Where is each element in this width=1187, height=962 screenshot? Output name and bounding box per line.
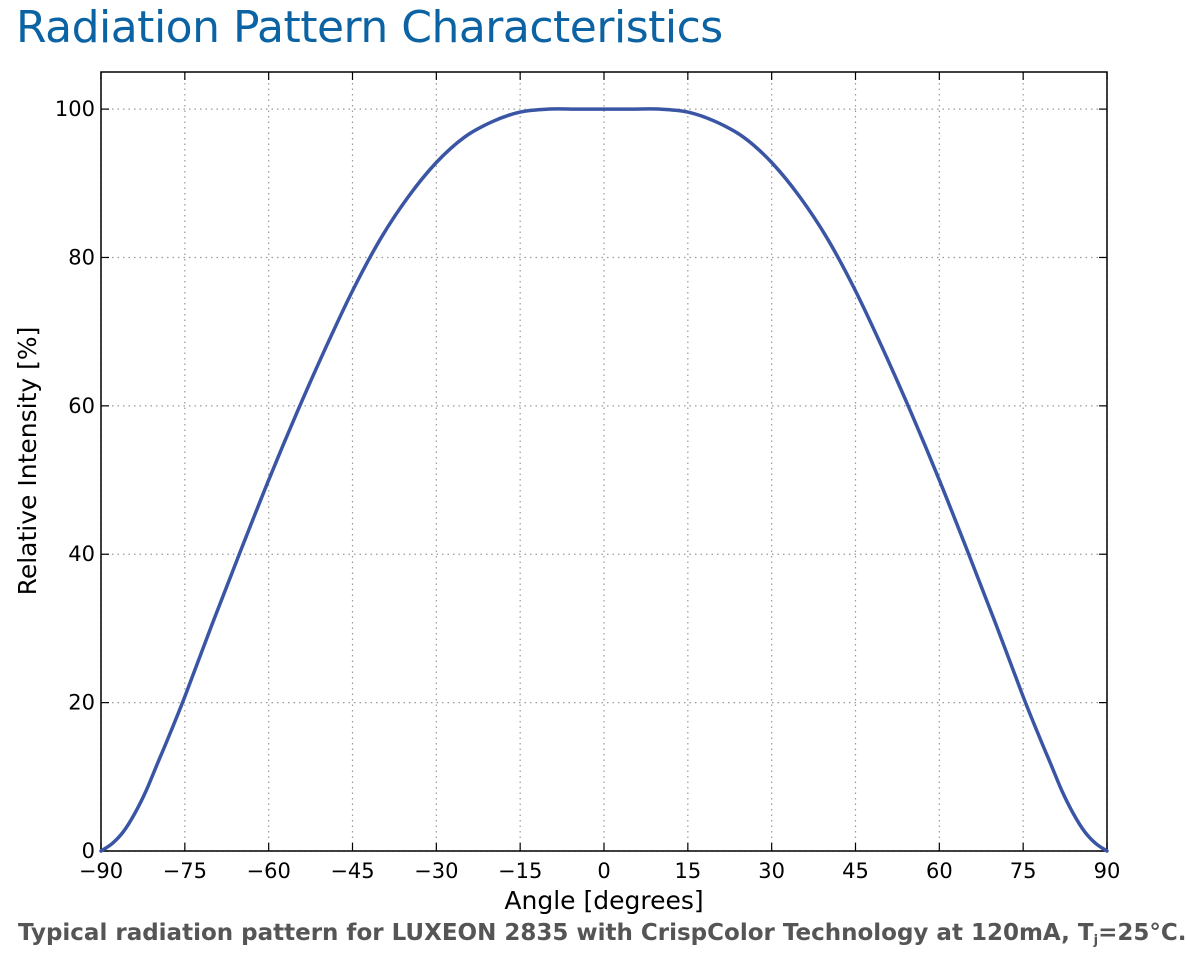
x-tick-label: 60 (926, 859, 953, 883)
x-tick-label: −60 (247, 859, 291, 883)
x-tick-label: −15 (498, 859, 542, 883)
x-tick-label: 30 (758, 859, 785, 883)
figure-caption: Typical radiation pattern for LUXEON 283… (18, 920, 1186, 948)
y-tick-label: 80 (68, 245, 95, 269)
y-tick-label: 60 (68, 394, 95, 418)
x-tick-label: −45 (330, 859, 374, 883)
y-tick-label: 0 (82, 839, 95, 863)
x-tick-label: 0 (597, 859, 610, 883)
caption-suffix: =25°C. (1098, 920, 1187, 946)
caption-subscript: j (1093, 933, 1099, 948)
y-tick-label: 100 (55, 97, 95, 121)
x-tick-label: 75 (1010, 859, 1037, 883)
tick-labels: −90 −75 −60 −45 −30 −15 0 15 30 45 60 75 90 0 20 40 60 80… (55, 97, 1120, 883)
page-title: Radiation Pattern Characteristics (16, 2, 723, 53)
series-line (99, 107, 1109, 853)
x-axis-label: Angle [degrees] (504, 886, 703, 915)
x-tick-label: 90 (1094, 859, 1121, 883)
y-axis-label: Relative Intensity [%] (13, 327, 42, 596)
series-layer (99, 107, 1109, 853)
y-tick-label: 40 (68, 542, 95, 566)
x-tick-label: 15 (674, 859, 701, 883)
x-tick-label: −30 (414, 859, 458, 883)
x-tick-label: 45 (842, 859, 869, 883)
axis-ticks (100, 72, 1108, 852)
x-tick-label: −90 (79, 859, 123, 883)
x-tick-label: −75 (163, 859, 207, 883)
caption-text: Typical radiation pattern for LUXEON 283… (18, 920, 1094, 946)
y-tick-label: 20 (68, 691, 95, 715)
grid-lines (100, 72, 1108, 852)
